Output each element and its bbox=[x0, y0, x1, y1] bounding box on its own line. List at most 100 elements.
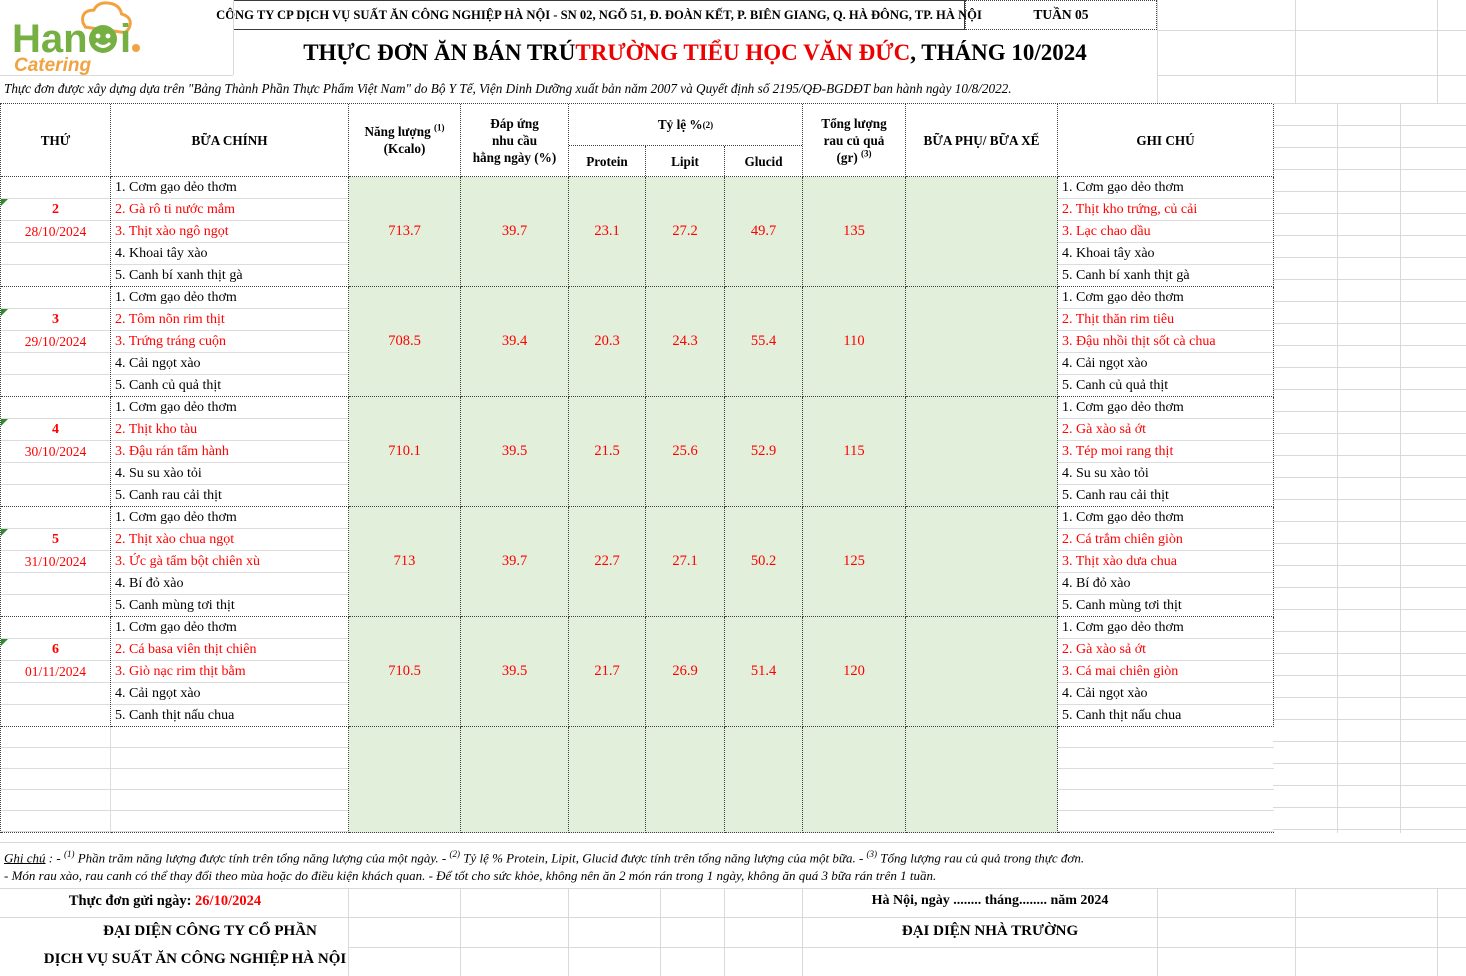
basis-note: Thực đơn được xây dựng dựa trên "Bảng Th… bbox=[4, 81, 1012, 96]
main-dish-item: 1. Cơm gạo dẻo thơm bbox=[111, 177, 348, 199]
glucid-value: 52.9 bbox=[725, 397, 803, 507]
daily-need-value: 39.4 bbox=[461, 287, 569, 397]
spacer bbox=[1, 485, 110, 507]
day-cell: 3 29/10/2024 bbox=[1, 287, 111, 397]
title-school-name: TRƯỜNG TIỂU HỌC VĂN ĐỨC bbox=[575, 39, 911, 65]
company-signature-line-1: ĐẠI DIỆN CÔNG TY CỔ PHẦN bbox=[103, 923, 317, 939]
protein-value: 22.7 bbox=[569, 507, 646, 617]
spacer bbox=[1, 463, 110, 485]
gridline bbox=[348, 947, 1466, 948]
footnote-label: Ghi chú bbox=[4, 850, 46, 866]
comment-flag-icon bbox=[1, 199, 8, 206]
main-dish-item: 5. Canh bí xanh thịt gà bbox=[115, 268, 243, 283]
note-dish-item: 5. Canh mùng tơi thịt bbox=[1062, 598, 1182, 613]
day-date: 30/10/2024 bbox=[1, 441, 110, 463]
notes-cell: 1. Cơm gạo dẻo thơm 2. Thịt kho trứng, củ… bbox=[1058, 177, 1274, 287]
main-dish-item: 1. Cơm gạo dẻo thơm bbox=[111, 507, 348, 529]
main-dish-item: 4. Cải ngọt xào bbox=[111, 353, 348, 375]
signature-place-date: Hà Nội, ngày ........ tháng........ năm … bbox=[871, 893, 1109, 908]
empty-green-cell bbox=[906, 727, 1058, 833]
main-dish-item: 5. Canh củ quả thịt bbox=[115, 378, 222, 393]
gridline bbox=[1157, 888, 1158, 976]
main-dish-item: 2. Cá basa viên thịt chiên bbox=[111, 639, 348, 661]
lipit-value: 27.1 bbox=[646, 507, 725, 617]
side-meal-cell bbox=[906, 617, 1058, 727]
gridline bbox=[0, 888, 1466, 889]
col-header-glucid: Glucid bbox=[744, 153, 783, 169]
protein-value: 20.3 bbox=[569, 287, 646, 397]
col-header-protein: Protein bbox=[569, 146, 646, 176]
gridline bbox=[1295, 0, 1296, 103]
daily-need-value: 39.5 bbox=[461, 397, 569, 507]
day-date: 31/10/2024 bbox=[1, 551, 110, 573]
menu-day-row-2: 2 28/10/2024 1. Cơm gạo dẻo thơm 2. Gà rô t… bbox=[1, 177, 1274, 287]
school-signature: ĐẠI DIỆN NHÀ TRƯỜNG bbox=[901, 923, 1079, 939]
glucid-value: 50.2 bbox=[725, 507, 803, 617]
spacer bbox=[1, 617, 110, 639]
company-header: CÔNG TY CP DỊCH VỤ SUẤT ĂN CÔNG NGHIỆP H… bbox=[216, 0, 982, 30]
empty-green-cell bbox=[349, 727, 461, 833]
veg-total-value: 135 bbox=[803, 177, 906, 287]
note-dish-item: 5. Canh bí xanh thịt gà bbox=[1062, 268, 1190, 283]
menu-day-row-3: 3 29/10/2024 1. Cơm gạo dẻo thơm 2. Tôm nõn… bbox=[1, 287, 1274, 397]
daily-need-value: 39.5 bbox=[461, 617, 569, 727]
main-dishes-cell: 1. Cơm gạo dẻo thơm 2. Thịt xào chua ngọt… bbox=[111, 507, 349, 617]
note-dish-item: 3. Đậu nhồi thịt sốt cà chua bbox=[1058, 331, 1273, 353]
main-dishes-cell: 1. Cơm gạo dẻo thơm 2. Gà rô ti nước mắm 3… bbox=[111, 177, 349, 287]
energy-value: 713 bbox=[349, 507, 461, 617]
note-dish-item: 3. Thịt xào dưa chua bbox=[1058, 551, 1273, 573]
main-dish-item: 1. Cơm gạo dẻo thơm bbox=[111, 397, 348, 419]
col-header-notes: GHI CHÚ bbox=[1058, 104, 1274, 177]
day-date: 28/10/2024 bbox=[1, 221, 110, 243]
menu-day-row-6: 6 01/11/2024 1. Cơm gạo dẻo thơm 2. Cá basa… bbox=[1, 617, 1274, 727]
glucid-value: 49.7 bbox=[725, 177, 803, 287]
menu-table: THỨ BỮA CHÍNH Năng lượng (1) (Kcalo) Đáp ứng… bbox=[0, 103, 1274, 833]
empty-cell bbox=[1, 727, 111, 833]
col-header-energy: Năng lượng (1) (Kcalo) bbox=[349, 104, 461, 177]
menu-day-row-4: 4 30/10/2024 1. Cơm gạo dẻo thơm 2. Thịt kh… bbox=[1, 397, 1274, 507]
menu-day-row-5: 5 31/10/2024 1. Cơm gạo dẻo thơm 2. Thịt xà… bbox=[1, 507, 1274, 617]
main-dish-item: 1. Cơm gạo dẻo thơm bbox=[111, 287, 348, 309]
main-dish-item: 2. Thịt xào chua ngọt bbox=[111, 529, 348, 551]
company-signature-line-2: DỊCH VỤ SUẤT ĂN CÔNG NGHIỆP HÀ NỘI bbox=[43, 951, 347, 967]
side-meal-cell bbox=[906, 397, 1058, 507]
col-header-daily-need: Đáp ứng nhu cầu hằng ngày (%) bbox=[461, 104, 569, 177]
spacer bbox=[1, 265, 110, 287]
notes-cell: 1. Cơm gạo dẻo thơm 2. Gà xào sả ớt 3. Cá … bbox=[1058, 617, 1274, 727]
gridline bbox=[1157, 75, 1466, 76]
note-dish-item: 3. Tép moi rang thịt bbox=[1058, 441, 1273, 463]
note-dish-item: 4. Cải ngọt xào bbox=[1058, 683, 1273, 705]
gridline bbox=[1295, 888, 1296, 976]
gridline bbox=[460, 888, 461, 976]
day-number: 5 bbox=[1, 529, 110, 551]
spacer bbox=[1, 705, 110, 727]
footnote-1: Ghi chú : - (1) Phần trăm năng lượng đượ… bbox=[4, 849, 1085, 866]
main-dish-item: 4. Bí đỏ xào bbox=[111, 573, 348, 595]
spacer bbox=[1, 595, 110, 617]
chef-hat-icon bbox=[81, 1, 132, 35]
comment-flag-icon bbox=[1, 419, 8, 426]
veg-total-value: 125 bbox=[803, 507, 906, 617]
menu-sent-date: Thực đơn gửi ngày: 26/10/2024 bbox=[68, 893, 262, 909]
main-dish-item: 2. Tôm nõn rim thịt bbox=[111, 309, 348, 331]
col-header-bua-chinh: BỮA CHÍNH bbox=[111, 104, 349, 177]
notes-cell: 1. Cơm gạo dẻo thơm 2. Thịt thăn rim tiêu… bbox=[1058, 287, 1274, 397]
table-header-row: THỨ BỮA CHÍNH Năng lượng (1) (Kcalo) Đáp ứng… bbox=[1, 104, 1274, 177]
empty-bottom-row bbox=[1, 727, 1274, 833]
hanoi-catering-logo: Han i Catering bbox=[0, 0, 233, 76]
daily-need-value: 39.7 bbox=[461, 507, 569, 617]
gridline bbox=[0, 75, 233, 76]
side-meal-cell bbox=[906, 177, 1058, 287]
gridline bbox=[1337, 103, 1338, 833]
gridline bbox=[233, 0, 234, 75]
empty-green-cell bbox=[803, 727, 906, 833]
spacer bbox=[1, 375, 110, 397]
note-dish-item: 1. Cơm gạo dẻo thơm bbox=[1058, 287, 1273, 309]
sent-date-value: 26/10/2024 bbox=[195, 893, 262, 909]
empty-green-cell bbox=[461, 727, 569, 833]
note-dish-item: 1. Cơm gạo dẻo thơm bbox=[1058, 617, 1273, 639]
logo-word-catering: Catering bbox=[14, 55, 91, 75]
day-cell: 5 31/10/2024 bbox=[1, 507, 111, 617]
veg-total-value: 110 bbox=[803, 287, 906, 397]
